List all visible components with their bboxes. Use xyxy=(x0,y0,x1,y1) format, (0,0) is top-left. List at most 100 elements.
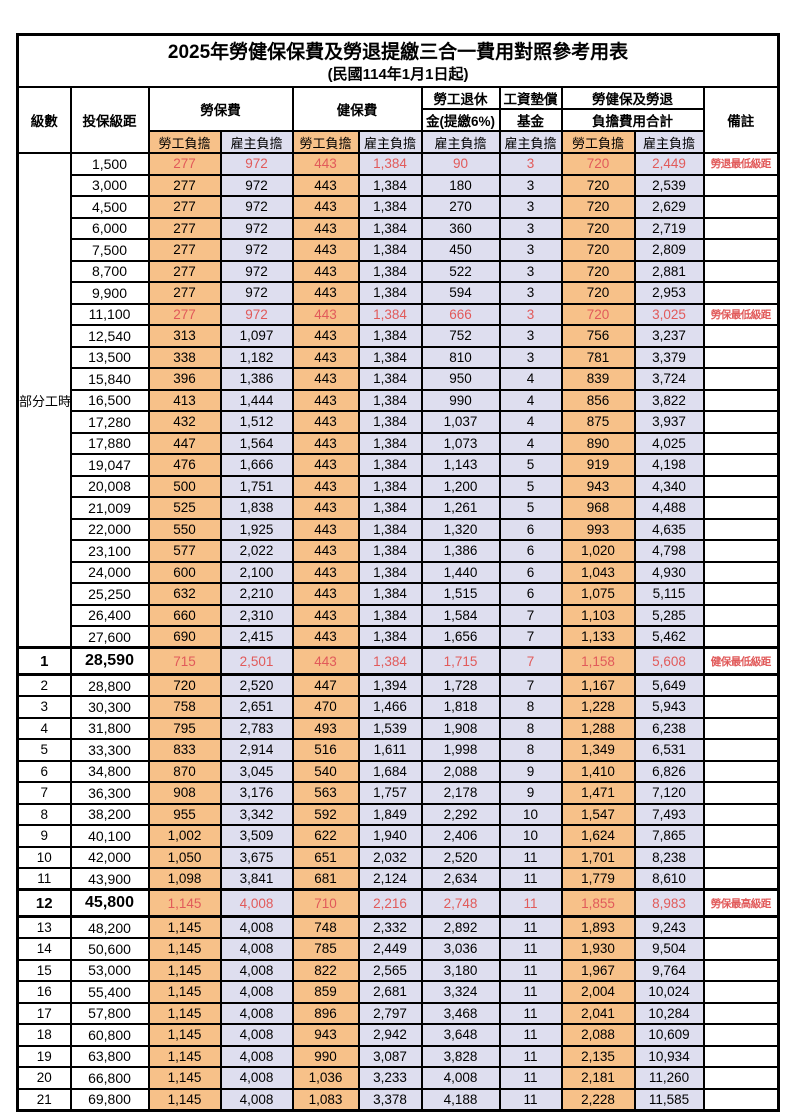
labor-employee-cell: 758 xyxy=(147,695,222,719)
total-employer-cell: 2,881 xyxy=(633,259,705,283)
total-employee-cell: 1,779 xyxy=(560,867,636,891)
wage-fund-employer-cell: 3 xyxy=(498,345,563,369)
total-employer-cell: 9,243 xyxy=(633,915,705,939)
pension-employer-cell: 360 xyxy=(420,216,501,240)
wage-fund-employer-cell: 3 xyxy=(498,238,563,262)
level-cell: 8 xyxy=(16,802,72,826)
wage-fund-employer-cell: 9 xyxy=(498,781,563,805)
labor-employer-cell: 2,783 xyxy=(219,716,294,740)
level-cell-part-time: 部分工時 xyxy=(16,152,72,649)
total-employee-cell: 1,020 xyxy=(560,539,636,563)
labor-employee-cell: 632 xyxy=(147,582,222,606)
health-employer-cell: 1,384 xyxy=(357,345,423,369)
health-employee-cell: 785 xyxy=(291,937,360,961)
total-employee-cell: 720 xyxy=(560,238,636,262)
bracket-cell: 28,590 xyxy=(69,646,150,676)
pension-employer-cell: 2,748 xyxy=(420,888,501,918)
note-cell xyxy=(702,259,780,283)
health-employer-cell: 1,384 xyxy=(357,173,423,197)
total-employee-cell: 839 xyxy=(560,367,636,391)
pension-employer-cell: 1,818 xyxy=(420,695,501,719)
table-row: 9 40,100 1,002 3,509 622 1,940 2,406 10 1,624 7,8… xyxy=(16,824,780,848)
health-employer-cell: 1,539 xyxy=(357,716,423,740)
table-row: 19 63,800 1,145 4,008 990 3,087 3,828 11 2,135 10… xyxy=(16,1044,780,1068)
subheader-health-employee: 勞工負擔 xyxy=(291,130,360,154)
wage-fund-employer-cell: 5 xyxy=(498,453,563,477)
health-employee-cell: 943 xyxy=(291,1023,360,1047)
header-row-subheaders: 勞工負擔 雇主負擔 勞工負擔 雇主負擔 雇主負擔 雇主負擔 勞工負擔 雇主負擔 xyxy=(18,130,779,154)
labor-employee-cell: 720 xyxy=(147,673,222,697)
health-employee-cell: 443 xyxy=(291,496,360,520)
pension-employer-cell: 950 xyxy=(420,367,501,391)
labor-employee-cell: 277 xyxy=(147,281,222,305)
total-employer-cell: 2,629 xyxy=(633,195,705,219)
labor-employer-cell: 972 xyxy=(219,195,294,219)
health-employer-cell: 1,384 xyxy=(357,367,423,391)
labor-employer-cell: 4,008 xyxy=(219,1044,294,1068)
total-employer-cell: 5,608 xyxy=(633,646,705,676)
note-cell xyxy=(702,867,780,891)
total-employer-cell: 5,462 xyxy=(633,625,705,649)
health-employer-cell: 1,384 xyxy=(357,216,423,240)
bracket-cell: 7,500 xyxy=(69,238,150,262)
table-row: 8,700 277 972 443 1,384 522 3 720 2,881 xyxy=(18,259,780,283)
health-employer-cell: 2,032 xyxy=(357,845,423,869)
health-employer-cell: 2,681 xyxy=(357,980,423,1004)
wage-fund-employer-cell: 11 xyxy=(498,1001,563,1025)
health-employer-cell: 2,797 xyxy=(357,1001,423,1025)
health-employee-cell: 443 xyxy=(291,582,360,606)
note-cell xyxy=(702,673,780,697)
table-row: 1 28,590 715 2,501 443 1,384 1,715 7 1,158 5,608 健… xyxy=(16,646,780,676)
health-employee-cell: 592 xyxy=(291,802,360,826)
bracket-cell: 42,000 xyxy=(69,845,150,869)
table-row: 17,280 432 1,512 443 1,384 1,037 4 875 3,937 xyxy=(18,410,780,434)
table-row: 7 36,300 908 3,176 563 1,757 2,178 9 1,471 7,120 xyxy=(16,781,780,805)
labor-employer-cell: 3,176 xyxy=(219,781,294,805)
total-employer-cell: 2,719 xyxy=(633,216,705,240)
table-row: 10 42,000 1,050 3,675 651 2,032 2,520 11 1,701 8,… xyxy=(16,845,780,869)
total-employee-cell: 1,701 xyxy=(560,845,636,869)
health-employer-cell: 3,233 xyxy=(357,1066,423,1090)
health-employee-cell: 443 xyxy=(291,453,360,477)
bracket-cell: 17,880 xyxy=(69,431,150,455)
note-cell xyxy=(702,695,780,719)
table-row: 15,840 396 1,386 443 1,384 950 4 839 3,724 xyxy=(18,367,780,391)
health-employer-cell: 1,611 xyxy=(357,738,423,762)
table-row: 6,000 277 972 443 1,384 360 3 720 2,719 xyxy=(18,216,780,240)
level-cell: 9 xyxy=(16,824,72,848)
note-cell xyxy=(702,195,780,219)
col-header-note: 備註 xyxy=(702,86,780,154)
total-employer-cell: 4,340 xyxy=(633,474,705,498)
health-employee-cell: 443 xyxy=(291,367,360,391)
level-cell: 13 xyxy=(16,915,72,939)
health-employee-cell: 443 xyxy=(291,410,360,434)
total-employer-cell: 7,865 xyxy=(633,824,705,848)
total-employer-cell: 7,493 xyxy=(633,802,705,826)
pension-employer-cell: 3,828 xyxy=(420,1044,501,1068)
pension-employer-cell: 4,008 xyxy=(420,1066,501,1090)
note-cell xyxy=(702,388,780,412)
labor-employee-cell: 525 xyxy=(147,496,222,520)
table-row: 14 50,600 1,145 4,008 785 2,449 3,036 11 1,930 9,… xyxy=(16,937,780,961)
total-employee-cell: 2,088 xyxy=(560,1023,636,1047)
wage-fund-employer-cell: 3 xyxy=(498,259,563,283)
total-employer-cell: 5,115 xyxy=(633,582,705,606)
total-employer-cell: 9,764 xyxy=(633,958,705,982)
health-employer-cell: 1,394 xyxy=(357,673,423,697)
health-employee-cell: 493 xyxy=(291,716,360,740)
total-employer-cell: 5,943 xyxy=(633,695,705,719)
col-header-bracket: 投保級距 xyxy=(69,86,150,154)
col-header-labor-insurance: 勞保費 xyxy=(147,86,294,132)
total-employee-cell: 720 xyxy=(560,302,636,326)
health-employer-cell: 1,384 xyxy=(357,560,423,584)
labor-employer-cell: 2,914 xyxy=(219,738,294,762)
total-employee-cell: 781 xyxy=(560,345,636,369)
labor-employee-cell: 1,145 xyxy=(147,1001,222,1025)
bracket-cell: 57,800 xyxy=(69,1001,150,1025)
health-employee-cell: 622 xyxy=(291,824,360,848)
health-employee-cell: 710 xyxy=(291,888,360,918)
labor-employer-cell: 4,008 xyxy=(219,1066,294,1090)
note-cell: 勞保最高級距 xyxy=(702,888,780,918)
table-row: 19,047 476 1,666 443 1,384 1,143 5 919 4,198 xyxy=(18,453,780,477)
wage-fund-employer-cell: 11 xyxy=(498,980,563,1004)
